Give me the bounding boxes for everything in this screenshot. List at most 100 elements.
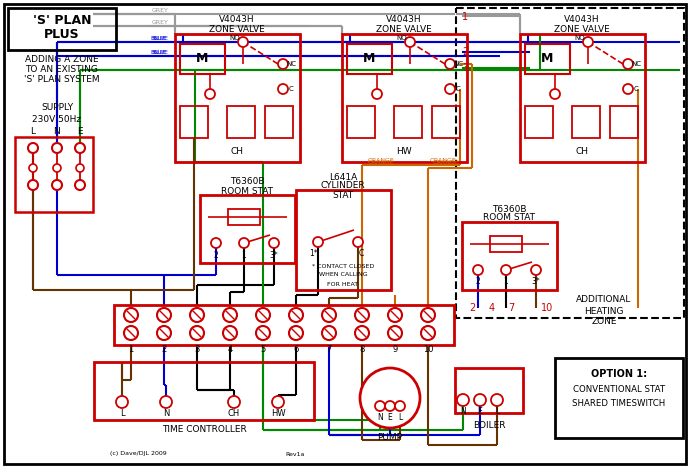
- Text: TIME CONTROLLER: TIME CONTROLLER: [161, 425, 246, 434]
- Bar: [175, 34, 300, 162]
- Bar: [200, 195, 295, 263]
- Bar: [525, 44, 570, 74]
- Text: CONVENTIONAL STAT: CONVENTIONAL STAT: [573, 386, 665, 395]
- Text: 9: 9: [393, 344, 397, 353]
- Circle shape: [322, 326, 336, 340]
- Text: ZONE VALVE: ZONE VALVE: [554, 24, 610, 34]
- Text: OPTION 1:: OPTION 1:: [591, 369, 647, 379]
- Text: 10: 10: [423, 344, 433, 353]
- Circle shape: [355, 326, 369, 340]
- Text: 7: 7: [508, 303, 514, 313]
- Text: CYLINDER: CYLINDER: [321, 182, 365, 190]
- Bar: [347, 106, 375, 138]
- Circle shape: [272, 396, 284, 408]
- Circle shape: [223, 308, 237, 322]
- Circle shape: [360, 368, 420, 428]
- Circle shape: [53, 164, 61, 172]
- Text: ADDING A ZONE: ADDING A ZONE: [26, 56, 99, 65]
- Text: CH: CH: [575, 147, 589, 156]
- Text: BOILER: BOILER: [473, 422, 505, 431]
- Circle shape: [313, 237, 323, 247]
- Bar: [347, 44, 392, 74]
- Circle shape: [190, 326, 204, 340]
- Bar: [227, 106, 255, 138]
- Text: 8: 8: [359, 344, 365, 353]
- Circle shape: [445, 84, 455, 94]
- Text: NO: NO: [397, 35, 407, 41]
- Text: BLUE: BLUE: [150, 36, 166, 41]
- Circle shape: [388, 308, 402, 322]
- Text: V4043H: V4043H: [564, 15, 600, 24]
- Bar: [455, 368, 523, 413]
- Text: SUPPLY: SUPPLY: [41, 103, 73, 112]
- Circle shape: [116, 396, 128, 408]
- Circle shape: [52, 180, 62, 190]
- Text: M: M: [541, 52, 553, 66]
- Circle shape: [238, 37, 248, 47]
- Text: N: N: [163, 410, 169, 418]
- Text: M: M: [363, 52, 375, 66]
- Text: 4: 4: [489, 303, 495, 313]
- Circle shape: [445, 59, 455, 69]
- Bar: [180, 106, 208, 138]
- Text: T6360B: T6360B: [230, 177, 264, 187]
- Text: L: L: [30, 126, 35, 136]
- Text: ROOM STAT: ROOM STAT: [483, 213, 535, 222]
- Text: 1: 1: [241, 250, 246, 259]
- Text: (c) Dave/DJL 2009: (c) Dave/DJL 2009: [110, 452, 167, 456]
- Circle shape: [256, 326, 270, 340]
- Text: C: C: [288, 86, 293, 92]
- Text: L: L: [119, 410, 124, 418]
- Text: 2: 2: [161, 344, 166, 353]
- Bar: [180, 44, 225, 74]
- Circle shape: [289, 326, 303, 340]
- Text: V4043H: V4043H: [219, 15, 255, 24]
- Text: N: N: [377, 414, 383, 423]
- Text: PLUS: PLUS: [44, 29, 80, 42]
- Text: 3*: 3*: [531, 278, 540, 286]
- Text: 2: 2: [469, 303, 475, 313]
- Bar: [456, 8, 684, 318]
- Circle shape: [395, 401, 405, 411]
- Bar: [342, 34, 467, 162]
- Text: GREY: GREY: [152, 8, 169, 14]
- Circle shape: [531, 265, 541, 275]
- Text: C: C: [633, 86, 638, 92]
- Circle shape: [76, 164, 84, 172]
- Text: ADDITIONAL: ADDITIONAL: [576, 295, 631, 305]
- Text: M: M: [196, 52, 208, 66]
- Text: WHEN CALLING: WHEN CALLING: [319, 272, 367, 278]
- Circle shape: [28, 180, 38, 190]
- Text: NC: NC: [631, 61, 641, 67]
- Bar: [572, 106, 600, 138]
- Circle shape: [124, 326, 138, 340]
- Circle shape: [278, 84, 288, 94]
- Text: 1: 1: [462, 12, 468, 22]
- Text: C: C: [358, 249, 364, 257]
- Text: NO: NO: [230, 35, 240, 41]
- Circle shape: [355, 308, 369, 322]
- Text: 2: 2: [475, 278, 480, 286]
- Text: 3*: 3*: [270, 250, 278, 259]
- Circle shape: [385, 401, 395, 411]
- Bar: [490, 236, 522, 252]
- Text: BLUE: BLUE: [152, 36, 168, 41]
- Circle shape: [269, 238, 279, 248]
- Circle shape: [75, 180, 85, 190]
- Text: 1*: 1*: [310, 249, 318, 257]
- Circle shape: [28, 143, 38, 153]
- Circle shape: [583, 37, 593, 47]
- Text: 4: 4: [228, 344, 233, 353]
- Bar: [114, 305, 454, 345]
- Text: 2: 2: [214, 250, 218, 259]
- Text: ROOM STAT: ROOM STAT: [221, 187, 273, 196]
- Text: PUMP: PUMP: [377, 433, 402, 443]
- Circle shape: [52, 143, 62, 153]
- Circle shape: [421, 308, 435, 322]
- Text: Rev1a: Rev1a: [285, 452, 304, 456]
- Circle shape: [457, 394, 469, 406]
- Bar: [296, 190, 391, 290]
- Text: 2: 2: [462, 47, 469, 57]
- Text: ORANGE: ORANGE: [433, 160, 460, 164]
- Text: STAT: STAT: [333, 190, 353, 199]
